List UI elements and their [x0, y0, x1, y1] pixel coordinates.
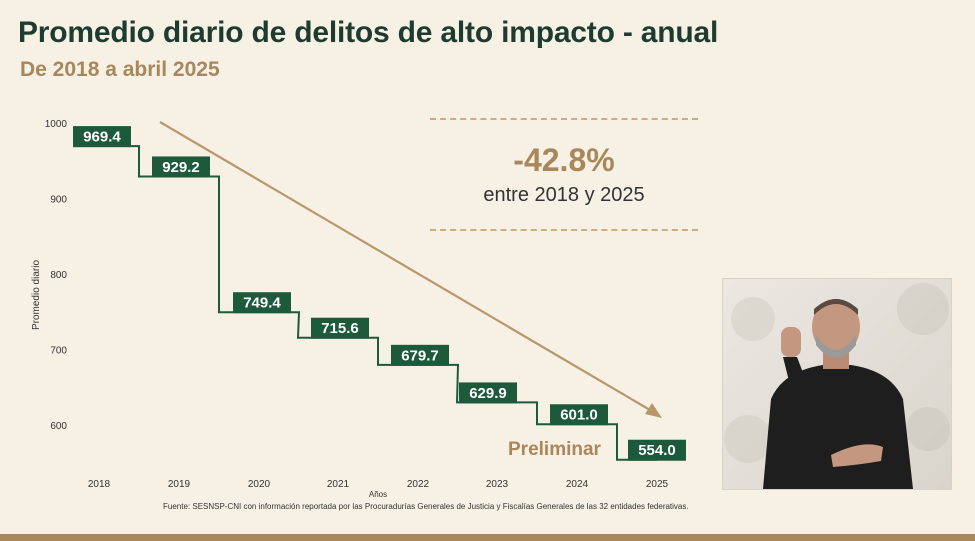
trend-arrow-head: [645, 403, 662, 418]
percent-change-caption: entre 2018 y 2025: [483, 184, 645, 206]
page-title: Promedio diario de delitos de alto impac…: [18, 16, 719, 49]
data-label-box: [550, 404, 608, 426]
x-tick-label: 2023: [486, 479, 509, 490]
data-label-box: [311, 317, 369, 339]
data-label: 715.6: [321, 320, 359, 337]
data-label-box: [233, 292, 291, 314]
page-subtitle: De 2018 a abril 2025: [20, 58, 220, 81]
data-label: 679.7: [401, 347, 439, 364]
data-label: 629.9: [469, 385, 507, 402]
change-annotation: -42.8% entre 2018 y 2025: [430, 116, 698, 234]
data-label-box: [73, 126, 131, 148]
trend-arrow-line: [159, 121, 651, 411]
data-label: 749.4: [243, 295, 281, 312]
interpreter-figure: [724, 283, 950, 489]
data-label-box: [391, 344, 449, 366]
x-tick-label: 2024: [566, 479, 589, 490]
sign-language-interpreter-video: [722, 278, 952, 490]
data-label: 969.4: [83, 129, 121, 146]
data-label: 554.0: [638, 442, 676, 459]
y-tick-label: 700: [50, 346, 67, 357]
footer-bar: [0, 534, 975, 541]
x-tick-label: 2022: [407, 479, 430, 490]
data-label: 601.0: [560, 407, 598, 424]
y-axis-label: Promedio diario: [31, 260, 42, 330]
y-tick-label: 1000: [45, 119, 68, 130]
dashed-divider-bottom: [430, 229, 698, 231]
x-tick-label: 2018: [88, 479, 111, 490]
percent-change: -42.8%: [513, 142, 615, 178]
data-label-box: [459, 382, 517, 404]
source-note: Fuente: SESNSP-CNI con información repor…: [163, 502, 689, 511]
data-label-box: [152, 156, 210, 178]
y-tick-label: 600: [50, 421, 67, 432]
data-label-box: [628, 439, 686, 461]
x-tick-label: 2025: [646, 479, 669, 490]
x-tick-label: 2021: [327, 479, 350, 490]
x-tick-label: 2020: [248, 479, 271, 490]
y-tick-label: 800: [50, 270, 67, 281]
x-axis-label: Años: [369, 490, 387, 499]
y-tick-label: 900: [50, 195, 67, 206]
preliminary-label: Preliminar: [508, 439, 601, 460]
data-label: 929.2: [162, 159, 200, 176]
dashed-divider-top: [430, 118, 698, 120]
x-tick-label: 2019: [168, 479, 191, 490]
